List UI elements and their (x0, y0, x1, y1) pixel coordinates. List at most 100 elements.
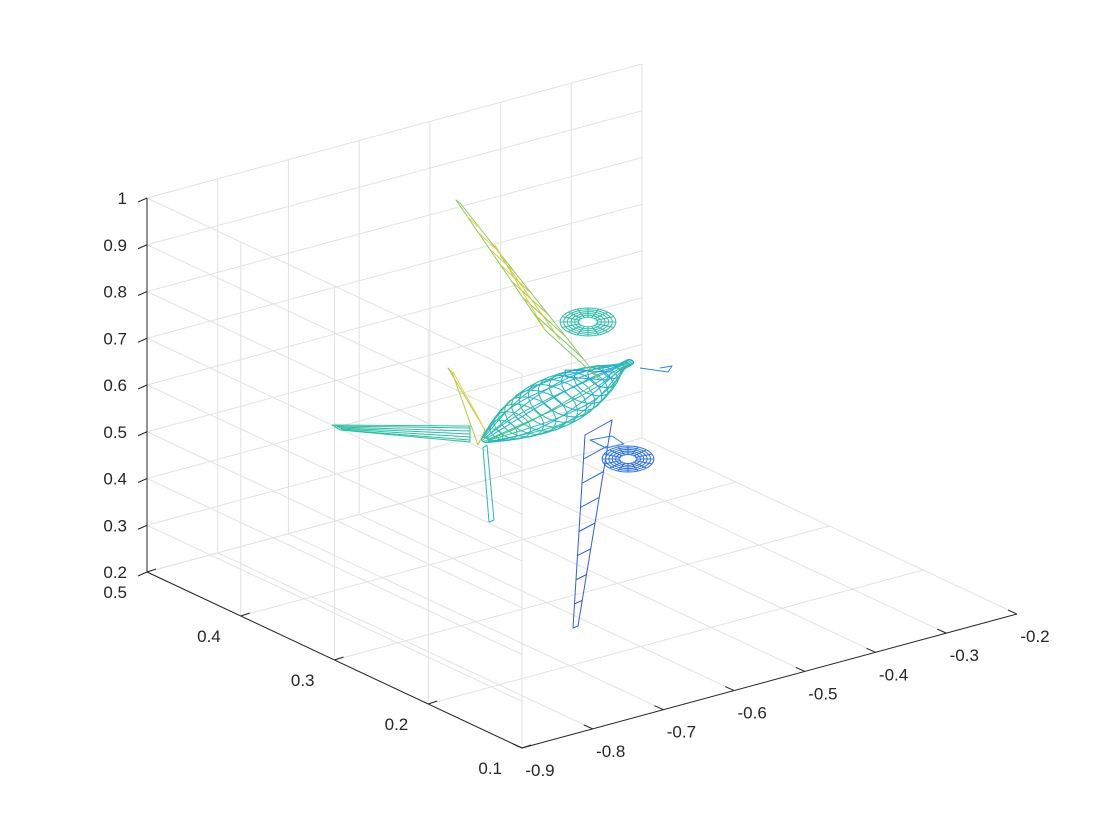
upper-wing-rib (466, 215, 480, 229)
fuselage-stringer (488, 363, 634, 442)
z-tick-label: 0.2 (103, 563, 127, 582)
stabilizer-rib (342, 429, 471, 441)
z-tick (137, 197, 148, 203)
upper-wing-spar (499, 254, 561, 341)
x-tick-label: -0.8 (596, 742, 625, 761)
upper-wing-rib (489, 248, 515, 272)
lower-nacelle (635, 460, 653, 465)
x-tick (654, 705, 664, 711)
z-tick-label: 0.9 (103, 236, 127, 255)
grid-lines (146, 63, 1018, 749)
grid-line (146, 244, 523, 422)
nose-probe (639, 365, 673, 373)
axes (137, 197, 1018, 749)
y-tick (428, 700, 438, 705)
upper-nacelle (576, 308, 586, 319)
upper-nacelle (590, 325, 600, 336)
fuselage-stringer (488, 361, 634, 441)
stabilizer-rib (334, 425, 471, 429)
tick-labels: -0.9-0.8-0.7-0.6-0.5-0.4-0.3-0.20.10.20.… (103, 189, 1049, 780)
lower-wing-rib (575, 574, 587, 581)
grid-line (146, 524, 523, 702)
lower-wing-rib (581, 471, 604, 484)
fuselage-stringer (483, 358, 630, 438)
z-tick-label: 0.6 (103, 376, 127, 395)
aircraft-wireframe (331, 199, 673, 629)
x-tick-label: -0.2 (1020, 627, 1049, 646)
upper-nacelle (567, 311, 583, 320)
grid-line (146, 157, 643, 292)
stabilizer-rib (340, 428, 471, 438)
lower-wing-rib (580, 496, 600, 508)
upper-nacelle (576, 325, 586, 336)
upper-wing (455, 199, 601, 381)
lower-nacelle (630, 446, 639, 456)
z-tick-label: 1 (118, 189, 127, 208)
upper-wing-rib (477, 232, 497, 250)
x-tick-label: -0.3 (950, 646, 979, 665)
canopy-detail (564, 369, 613, 381)
grid-line (146, 384, 523, 562)
fuselage-stringer (482, 359, 628, 438)
ventral-fin (482, 444, 495, 523)
fuselage-stringer (481, 362, 628, 442)
grid-line (146, 110, 643, 246)
x-tick (866, 647, 876, 653)
fuselage-stringer (486, 364, 632, 444)
horizontal-stabilizer (331, 424, 471, 443)
y-tick (146, 568, 157, 573)
lower-nacelle (603, 460, 621, 465)
lower-nacelle (633, 449, 647, 457)
vertical-fin-edge (452, 371, 485, 429)
vertical-fin (447, 367, 486, 446)
z-tick (137, 337, 148, 343)
z-tick (137, 291, 148, 296)
x-axis-line (521, 613, 1018, 749)
z-tick (137, 524, 148, 530)
lower-nacelle (630, 462, 639, 472)
y-tick-label: 0.1 (478, 759, 502, 778)
fuselage-stringer (485, 359, 631, 438)
lower-nacelle (603, 453, 621, 458)
fuselage-stringer (486, 359, 633, 439)
lower-wing-rib (578, 522, 596, 532)
y-tick (334, 656, 344, 661)
upper-nacelle (567, 324, 583, 333)
x-tick-label: -0.4 (879, 665, 908, 684)
wing-pod (589, 435, 625, 449)
upper-nacelle (590, 308, 600, 319)
upper-nacelle (595, 323, 615, 328)
grid-line (146, 431, 523, 609)
upper-nacelle (593, 311, 609, 320)
z-tick-label: 0.5 (103, 423, 127, 442)
stabilizer-rib (338, 427, 471, 435)
upper-nacelle (593, 324, 609, 333)
grid-line (146, 197, 523, 375)
upper-wing-rib (500, 264, 532, 294)
y-tick (240, 612, 250, 617)
x-tick (795, 666, 806, 672)
lower-wing-rib (583, 445, 609, 460)
lower-nacelle (633, 461, 647, 469)
x-tick-label: -0.6 (737, 704, 766, 723)
z-tick-label: 0.3 (103, 516, 127, 535)
grid-line (428, 569, 924, 705)
grid-line (146, 344, 643, 479)
y-tick-label: 0.3 (291, 671, 315, 690)
z-tick-label: 0.4 (103, 470, 127, 489)
upper-nacelle (561, 323, 581, 328)
grid-line (146, 478, 523, 655)
y-tick-label: 0.2 (385, 715, 409, 734)
grid-line (334, 525, 830, 661)
x-tick (583, 724, 593, 730)
y-tick-label: 0.5 (103, 583, 127, 602)
x-tick-label: -0.5 (808, 684, 837, 703)
grid-line (146, 437, 643, 573)
fuselage-stringer (484, 363, 630, 443)
x-tick-label: -0.7 (667, 723, 696, 742)
x-tick-label: -0.9 (525, 761, 554, 780)
z-tick-label: 0.8 (103, 283, 127, 302)
z-tick (137, 244, 148, 250)
lower-nacelle (617, 446, 626, 456)
